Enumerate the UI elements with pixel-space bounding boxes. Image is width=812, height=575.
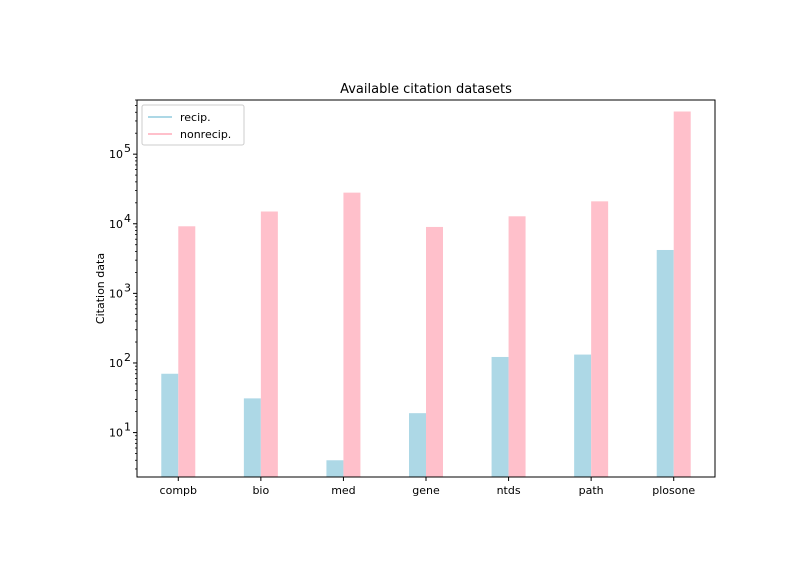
bar-recip-compb: [161, 373, 179, 477]
bars-group: [161, 111, 691, 478]
x-axis-ticks: compb bio med gene ntds path plosone: [160, 477, 695, 497]
y-tick-exponent: 2: [124, 351, 131, 364]
y-tick-label: 10: [109, 357, 123, 370]
x-tick-label-plosone: plosone: [652, 484, 695, 497]
y-tick-exponent: 4: [124, 212, 131, 225]
bar-recip-bio: [243, 398, 261, 477]
bar-recip-ntds: [491, 356, 509, 477]
legend: recip. nonrecip.: [141, 104, 245, 146]
bar-recip-med: [326, 460, 344, 477]
bar-nonrecip-bio: [260, 211, 278, 478]
y-tick-label: 10: [109, 218, 123, 231]
legend-label-recip: recip.: [180, 111, 211, 124]
y-tick-label: 10: [109, 427, 123, 440]
y-tick-label: 10: [109, 148, 123, 161]
bar-nonrecip-path: [591, 201, 609, 478]
bar-nonrecip-compb: [178, 226, 196, 477]
x-tick-label-path: path: [579, 484, 604, 497]
x-tick-label-gene: gene: [412, 484, 440, 497]
y-axis-title: Citation data: [94, 253, 107, 324]
bar-nonrecip-gene: [426, 226, 443, 477]
y-tick-label: 10: [109, 287, 123, 300]
x-tick-label-med: med: [331, 484, 355, 497]
bar-nonrecip-med: [343, 192, 361, 477]
y-tick-exponent: 3: [124, 281, 131, 294]
bar-nonrecip-ntds: [508, 216, 526, 477]
bar-recip-plosone: [656, 249, 674, 477]
bar-recip-gene: [409, 413, 426, 477]
legend-label-nonrecip: nonrecip.: [180, 128, 231, 141]
bar-nonrecip-plosone: [673, 111, 691, 478]
y-tick-exponent: 5: [124, 142, 131, 155]
x-tick-label-bio: bio: [252, 484, 269, 497]
y-tick-exponent: 1: [124, 421, 131, 434]
bar-recip-path: [574, 354, 592, 477]
x-tick-label-compb: compb: [160, 484, 197, 497]
chart-title: Available citation datasets: [340, 82, 512, 97]
x-tick-label-ntds: ntds: [497, 484, 521, 497]
